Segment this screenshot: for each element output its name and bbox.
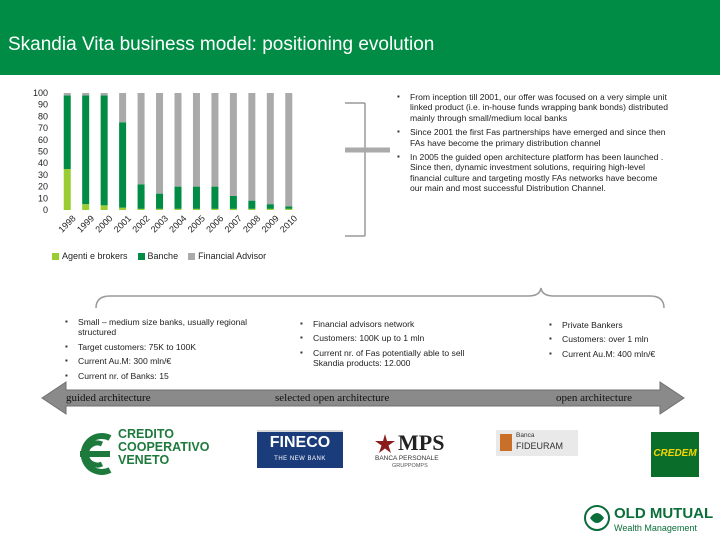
bar-segment (285, 208, 293, 210)
x-tick-label: 2000 (93, 213, 114, 234)
open-bullet-2: Customers: over 1 mln (549, 334, 708, 345)
fineco-logo: FINECO THE NEW BANK (257, 430, 343, 468)
right-bullet-2: Since 2001 the first Fas partnerships ha… (397, 127, 668, 148)
bar-segment (100, 205, 108, 210)
guided-bullet-3: Current Au.M: 300 mln/€ (65, 356, 254, 367)
stacked-bar-chart: 1009080706050403020100199819992000200120… (33, 88, 299, 234)
x-tick-label: 2007 (223, 213, 244, 234)
bar-segment (229, 208, 237, 210)
bar-segment (119, 122, 127, 208)
bar-segment (211, 208, 219, 210)
bar-segment (266, 204, 274, 209)
bar-segment (137, 93, 145, 185)
guided-bullet-2: Target customers: 75K to 100K (65, 342, 254, 353)
bar-segment (82, 93, 90, 96)
header-bar: Skandia Vita business model: positioning… (0, 0, 720, 75)
bar-segment (229, 195, 237, 209)
y-tick-label: 20 (38, 182, 48, 192)
x-tick-label: 2005 (186, 213, 207, 234)
bar-segment (192, 186, 200, 209)
bar-segment (82, 204, 90, 210)
x-tick-label: 2003 (149, 213, 170, 234)
x-tick-label: 2004 (167, 213, 188, 234)
label-guided: guided architecture (66, 392, 151, 404)
label-open: open architecture (556, 392, 633, 404)
bar-segment (192, 93, 200, 187)
bar-segment (174, 93, 182, 187)
bar-segment (119, 93, 127, 123)
fideuram-logo: Banca FIDEURAM (496, 430, 578, 456)
chart-legend: Agenti e brokers Banche Financial Adviso… (52, 251, 266, 261)
bar-segment (285, 206, 293, 209)
y-tick-label: 60 (38, 135, 48, 145)
bar-segment (248, 200, 256, 209)
bar-segment (100, 93, 108, 96)
credem-logo: CREDEM (651, 432, 699, 477)
guided-bullets: Small – medium size banks, usually regio… (64, 317, 254, 385)
x-tick-label: 2002 (130, 213, 151, 234)
open-bullets: Private Bankers Customers: over 1 mln Cu… (548, 320, 708, 363)
selected-bullet-3: Current nr. of Fas potentially able to s… (300, 348, 489, 369)
bar-segment (266, 208, 274, 210)
guided-bullet-1: Small – medium size banks, usually regio… (65, 317, 254, 338)
bar-segment (156, 208, 164, 210)
page-title: Skandia Vita business model: positioning… (8, 34, 435, 55)
y-tick-label: 90 (38, 100, 48, 110)
bar-segment (174, 186, 182, 209)
bar-segment (63, 93, 71, 96)
bar-segment (156, 93, 164, 194)
y-tick-label: 0 (43, 205, 48, 215)
bar-segment (137, 184, 145, 209)
bar-segment (248, 208, 256, 210)
x-tick-label: 2006 (204, 213, 225, 234)
bar-segment (100, 95, 108, 206)
bar-segment (119, 207, 127, 210)
y-tick-label: 30 (38, 170, 48, 180)
bar-segment (211, 93, 219, 187)
right-bullets: From inception till 2001, our offer was … (396, 92, 668, 198)
y-tick-label: 50 (38, 147, 48, 157)
bar-segment (229, 93, 237, 196)
guided-bullet-4: Current nr. of Banks: 15 (65, 371, 254, 382)
bar-segment (211, 186, 219, 209)
mps-logo: MPS BANCA PERSONALE GRUPPOMPS (375, 430, 445, 469)
bar-segment (82, 95, 90, 205)
right-bullet-3: In 2005 the guided open architecture pla… (397, 152, 668, 194)
bar-segment (174, 208, 182, 210)
x-tick-label: 1998 (56, 213, 77, 234)
x-tick-label: 2010 (278, 213, 299, 234)
y-tick-label: 40 (38, 158, 48, 168)
old-mutual-logo: OLD MUTUAL Wealth Management (584, 500, 718, 538)
x-tick-label: 2008 (241, 213, 262, 234)
legend-item-banche: Banche (137, 251, 178, 261)
y-tick-label: 70 (38, 123, 48, 133)
x-tick-label: 2009 (260, 213, 281, 234)
y-tick-label: 100 (33, 88, 48, 98)
selected-bullet-1: Financial advisors network (300, 319, 489, 330)
y-tick-label: 80 (38, 111, 48, 121)
legend-item-fa: Financial Advisor (188, 251, 266, 261)
open-bullet-1: Private Bankers (549, 320, 708, 331)
bar-segment (192, 208, 200, 210)
bar-segment (248, 93, 256, 201)
bar-segment (63, 95, 71, 170)
x-tick-label: 1999 (75, 213, 96, 234)
bar-segment (266, 93, 274, 205)
bar-segment (156, 193, 164, 209)
x-tick-label: 2001 (112, 213, 133, 234)
open-bullet-3: Current Au.M: 400 mln/€ (549, 349, 708, 360)
credito-cooperativo-logo: CREDITO COOPERATIVO VENETO (76, 428, 209, 480)
y-tick-label: 10 (38, 193, 48, 203)
label-selected: selected open architecture (275, 392, 390, 404)
bar-segment (285, 93, 293, 207)
bar-segment (137, 208, 145, 210)
bar-segment (63, 169, 71, 210)
selected-bullet-2: Customers: 100K up to 1 mln (300, 333, 489, 344)
right-bullet-1: From inception till 2001, our offer was … (397, 92, 668, 123)
selected-bullets: Financial advisors network Customers: 10… (299, 319, 489, 373)
fideuram-mark (500, 434, 512, 451)
legend-item-agenti: Agenti e brokers (52, 251, 128, 261)
